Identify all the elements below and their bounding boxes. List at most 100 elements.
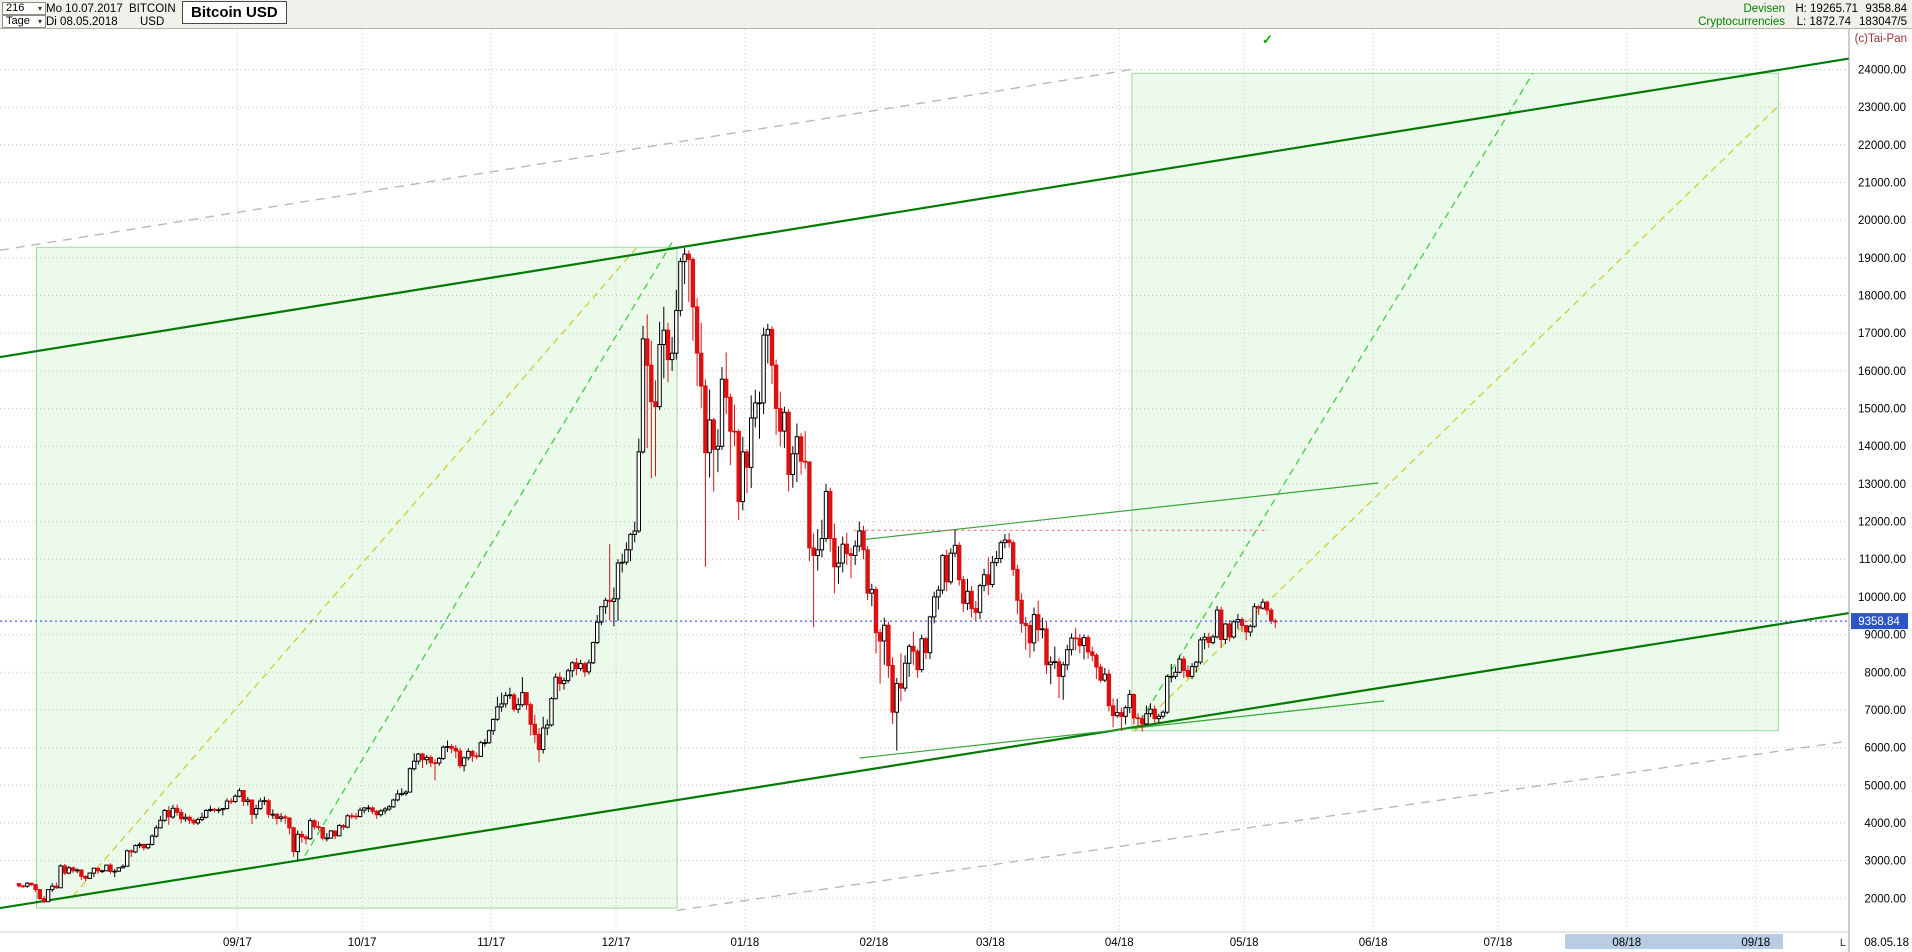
candle bbox=[923, 638, 929, 654]
candle bbox=[170, 807, 176, 818]
candle bbox=[470, 750, 475, 757]
month-label: 12/17 bbox=[602, 937, 631, 949]
candle bbox=[79, 869, 84, 877]
candle bbox=[407, 768, 413, 793]
visible-range-scrollbar[interactable] bbox=[1565, 934, 1783, 949]
candle bbox=[1036, 614, 1041, 631]
candle bbox=[1219, 609, 1224, 640]
candle bbox=[1140, 718, 1145, 725]
candle bbox=[969, 590, 974, 610]
candle bbox=[728, 396, 733, 432]
candle bbox=[749, 417, 754, 468]
candle bbox=[757, 402, 762, 405]
price-tick-label: 7000.00 bbox=[1864, 705, 1906, 717]
month-label: 07/18 bbox=[1484, 937, 1513, 949]
candle bbox=[840, 543, 845, 564]
candle bbox=[1127, 694, 1132, 709]
candle bbox=[811, 547, 816, 556]
candle bbox=[1173, 671, 1178, 677]
candle bbox=[45, 889, 51, 903]
candle bbox=[416, 753, 421, 762]
candle bbox=[441, 746, 446, 760]
month-label: 11/17 bbox=[477, 937, 505, 949]
candle bbox=[615, 562, 621, 600]
candle bbox=[516, 704, 521, 710]
time-axis: 09/17 10/17 11/17 12/17 01/18 02/18 03/18 04/18… bbox=[223, 937, 1909, 949]
candle bbox=[1135, 717, 1141, 720]
signal-marker-icon: ✓ bbox=[1262, 32, 1273, 47]
candle bbox=[453, 747, 459, 752]
month-label: 05/18 bbox=[1230, 937, 1259, 949]
candle bbox=[1123, 707, 1128, 717]
candle bbox=[803, 460, 808, 463]
candle bbox=[823, 490, 829, 539]
candle bbox=[570, 662, 575, 672]
candle bbox=[378, 810, 384, 816]
price-tick-label: 15000.00 bbox=[1858, 404, 1906, 416]
candle bbox=[133, 845, 138, 853]
candle bbox=[724, 378, 729, 398]
candle bbox=[312, 820, 317, 828]
candle bbox=[686, 253, 691, 260]
candle bbox=[940, 555, 945, 591]
candle bbox=[349, 815, 355, 818]
candle bbox=[740, 451, 745, 503]
candle bbox=[320, 827, 325, 839]
price-tick-label: 13000.00 bbox=[1858, 479, 1906, 491]
candle bbox=[561, 680, 567, 685]
candle bbox=[266, 800, 271, 815]
chart-canvas[interactable]: ✓ 24000.00 23000.00 22000.00 21000.00 20000.0… bbox=[0, 29, 1912, 952]
candle bbox=[1169, 675, 1174, 678]
candle bbox=[1194, 661, 1199, 668]
candle bbox=[595, 621, 600, 644]
candle bbox=[744, 451, 750, 468]
month-label: 09/18 bbox=[1741, 937, 1770, 949]
candle bbox=[711, 419, 716, 450]
last-price-label: 9358.84 bbox=[1865, 3, 1907, 15]
candle bbox=[990, 562, 995, 585]
candle bbox=[994, 558, 999, 564]
candle bbox=[894, 683, 899, 713]
candle bbox=[449, 746, 454, 749]
candle bbox=[819, 538, 825, 551]
price-tick-label: 9000.00 bbox=[1864, 630, 1906, 642]
candle bbox=[1198, 639, 1203, 663]
period-select[interactable]: Tage ▾ bbox=[2, 15, 46, 28]
candle bbox=[873, 588, 879, 634]
price-tick-label: 2000.00 bbox=[1864, 893, 1906, 905]
candle bbox=[1202, 636, 1207, 641]
price-tick-label: 20000.00 bbox=[1858, 215, 1906, 227]
candle bbox=[1231, 621, 1236, 638]
candle bbox=[1061, 664, 1066, 677]
candle bbox=[120, 865, 126, 869]
price-tick-label: 12000.00 bbox=[1858, 517, 1906, 529]
candle bbox=[141, 843, 147, 849]
candle bbox=[482, 742, 488, 745]
candle bbox=[37, 889, 42, 900]
candle bbox=[387, 806, 392, 810]
candle bbox=[291, 827, 296, 853]
candle bbox=[1239, 619, 1245, 626]
candle bbox=[732, 430, 737, 433]
month-label: 01/18 bbox=[731, 937, 760, 949]
candle bbox=[341, 825, 346, 828]
candle bbox=[765, 328, 770, 336]
candle bbox=[586, 662, 592, 673]
candle bbox=[1189, 666, 1195, 677]
candle bbox=[853, 545, 858, 556]
candle bbox=[624, 549, 629, 563]
candle bbox=[270, 813, 276, 816]
candle bbox=[21, 885, 26, 888]
bars-count-select[interactable]: 216 ▾ bbox=[2, 2, 46, 15]
chevron-down-icon: ▾ bbox=[37, 4, 42, 13]
candle bbox=[412, 760, 417, 770]
candle bbox=[212, 808, 217, 811]
candle bbox=[699, 352, 704, 387]
candle bbox=[753, 402, 758, 419]
candle bbox=[274, 813, 280, 819]
price-tick-label: 21000.00 bbox=[1858, 178, 1906, 190]
candle bbox=[782, 411, 787, 432]
candle bbox=[1031, 614, 1037, 644]
candle bbox=[1011, 542, 1016, 570]
candle bbox=[461, 757, 467, 767]
